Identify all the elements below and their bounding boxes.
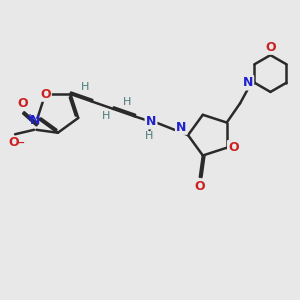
Text: +: + [26,113,34,123]
Text: O: O [265,40,276,54]
Text: H: H [102,110,110,121]
Text: O: O [18,97,28,110]
Text: −: − [16,138,25,148]
Text: H: H [80,82,89,92]
Text: H: H [123,97,132,107]
Text: N: N [30,114,40,128]
Text: O: O [194,181,205,194]
Text: N: N [176,121,187,134]
Text: O: O [40,88,51,100]
Text: O: O [228,141,239,154]
Text: H: H [144,130,153,141]
Text: O: O [8,136,19,149]
Text: N: N [243,76,253,89]
Text: N: N [146,115,156,128]
